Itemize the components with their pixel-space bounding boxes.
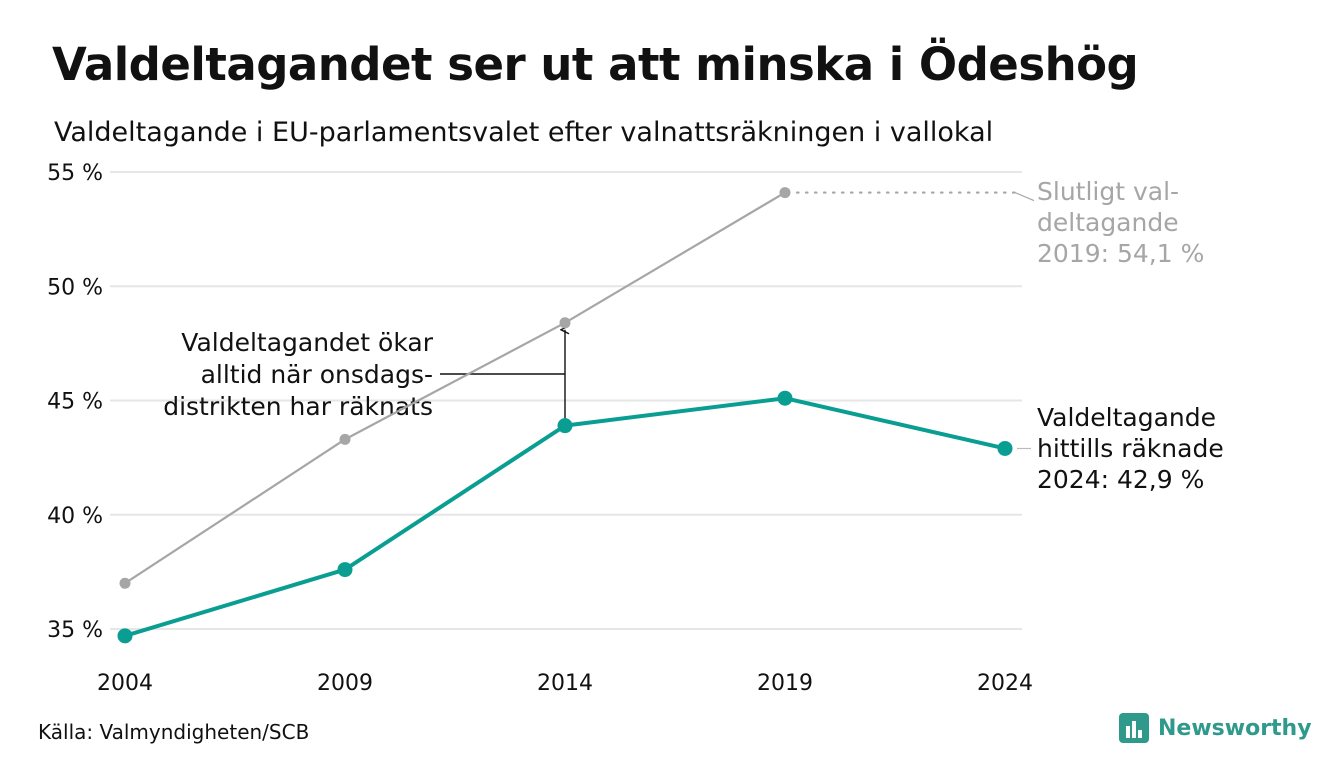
final-series-point [339,433,351,445]
y-tick-label: 40 % [47,504,103,529]
series [117,187,1013,644]
counted-series-label-line: 2024: 42,9 % [1037,465,1204,494]
final-series-label-line: deltagande [1037,208,1179,237]
x-tick-label: 2019 [757,671,813,696]
brand-logo: Newsworthy [1118,712,1312,744]
x-tick-label: 2014 [537,671,593,696]
counted-series-point [117,628,133,644]
final-series-label: Slutligt val-deltagande 2019: 54,1 % [1037,177,1204,268]
counted-series-point [777,390,793,406]
brand-name: Newsworthy [1158,715,1312,741]
chart-subtitle: Valdeltagande i EU-parlamentsvalet efter… [54,117,994,148]
x-tick-label: 2004 [97,671,153,696]
counted-series-point [337,562,353,578]
gap-annotation: Valdeltagandet ökar alltid när onsdags-di… [163,328,433,421]
gridlines [110,171,1022,630]
final-series-line [123,191,787,585]
gap-annotation-line: Valdeltagandet ökar [181,328,433,357]
x-tick-label: 2009 [317,671,373,696]
final-series-point [779,187,791,199]
final-series-label-line: Slutligt val- [1037,177,1179,206]
gap-annotation-line: alltid när onsdags- [201,360,433,389]
source-note: Källa: Valmyndigheten/SCB [38,720,310,744]
counted-series-line [123,396,1007,638]
y-tick-label: 55 % [47,161,103,186]
y-tick-label: 50 % [47,275,103,300]
y-axis-ticks: 35 % 40 % 45 % 50 % 55 % [47,161,103,643]
y-tick-label: 35 % [47,618,103,643]
final-series-point [559,317,571,329]
bar-chart-logo-icon [1119,713,1149,743]
x-axis-ticks: 2004 2009 2014 2019 2024 [97,671,1033,696]
counted-series-point [557,418,573,434]
x-tick-label: 2024 [977,671,1033,696]
y-tick-label: 45 % [47,390,103,415]
counted-series-label-line: hittills räknade [1037,434,1224,463]
counted-series-label-line: Valdeltagande [1037,403,1216,432]
chart-title: Valdeltagandet ser ut att minska i Ödesh… [52,38,1139,91]
line-chart: 35 % 40 % 45 % 50 % 55 % 2004 2009 2014 2019 202… [47,161,1224,696]
counted-series-point [997,440,1013,456]
counted-series-label: Valdeltagande hittills räknade 2024: 42,9 … [1037,403,1224,494]
final-series-label-line: 2019: 54,1 % [1037,239,1204,268]
final-leader-tick [1014,192,1035,202]
final-series-point [119,577,131,589]
gap-annotation-line: distrikten har räknats [163,392,433,421]
annotations: Slutligt val-deltagande 2019: 54,1 % Valde… [163,177,1223,494]
